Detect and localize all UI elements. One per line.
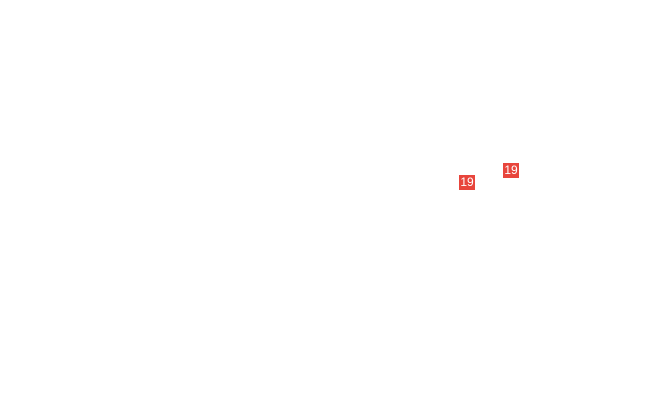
count-badge[interactable]: 19 <box>459 175 475 190</box>
count-badge[interactable]: 19 <box>503 163 519 178</box>
